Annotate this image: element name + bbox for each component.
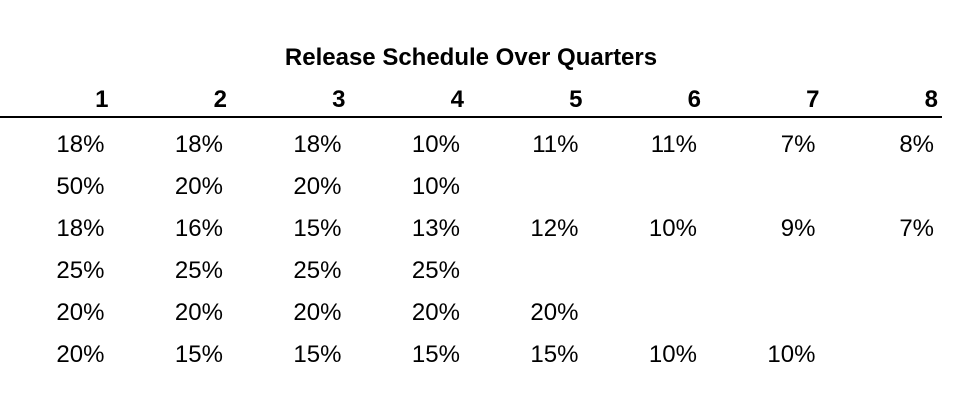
table-cell: 9% [780, 215, 816, 242]
table-cell: 15% [293, 215, 342, 242]
column-header: 4 [450, 86, 464, 113]
table-cell: 25% [293, 257, 342, 284]
table-cell [823, 292, 942, 334]
table-cell [823, 166, 942, 208]
table-cell: 7% [899, 215, 934, 242]
table-cell: 10% [411, 173, 460, 200]
table-cell [586, 250, 705, 292]
table-row: 20% 15% 15% 15% 15% 10% 10% [0, 334, 942, 376]
table-cell: 20% [411, 299, 460, 326]
table-row: 20% 20% 20% 20% 20% [0, 292, 942, 334]
table-row: 18% 18% 18% 10% 11% 11% 7% 8% [0, 117, 942, 166]
table-cell [586, 292, 705, 334]
table-cell [823, 250, 942, 292]
table-title: Release Schedule Over Quarters [284, 44, 658, 71]
table-cell: 20% [174, 299, 223, 326]
table-cell: 15% [293, 341, 342, 368]
release-schedule-table: 1 2 3 4 5 6 7 8 18% 18% 18% 10% 11% 11% … [0, 84, 942, 376]
table-cell: 15% [411, 341, 460, 368]
table-cell [705, 292, 824, 334]
table-cell: 25% [174, 257, 223, 284]
table-cell: 50% [56, 173, 105, 200]
table-cell: 25% [411, 257, 460, 284]
table-row: 50% 20% 20% 10% [0, 166, 942, 208]
table-cell: 18% [174, 131, 223, 158]
table-cell: 18% [56, 131, 105, 158]
table-cell: 8% [899, 131, 934, 158]
table-cell: 7% [780, 131, 816, 158]
table-row: 25% 25% 25% 25% [0, 250, 942, 292]
table-row: 18% 16% 15% 13% 12% 10% 9% 7% [0, 208, 942, 250]
table-cell: 16% [174, 215, 223, 242]
column-header: 3 [332, 86, 346, 113]
table-cell: 10% [767, 341, 816, 368]
column-header: 2 [213, 86, 227, 113]
table-cell: 10% [411, 131, 460, 158]
table-cell: 18% [293, 131, 342, 158]
column-header: 5 [569, 86, 583, 113]
table-cell [705, 250, 824, 292]
table-cell: 11% [532, 131, 579, 158]
table-cell [586, 166, 705, 208]
table-cell: 20% [174, 173, 223, 200]
table-cell: 20% [56, 299, 105, 326]
table-cell: 20% [293, 299, 342, 326]
header-row: 1 2 3 4 5 6 7 8 [0, 84, 942, 117]
table-cell: 15% [530, 341, 579, 368]
table-cell [823, 334, 942, 376]
table-cell: 11% [650, 131, 697, 158]
table-cell [468, 250, 587, 292]
table-cell: 18% [56, 215, 105, 242]
table-cell: 13% [411, 215, 460, 242]
table-cell: 20% [293, 173, 342, 200]
table-cell: 15% [174, 341, 223, 368]
table-cell: 20% [530, 299, 579, 326]
column-header: 7 [806, 86, 820, 113]
table-cell: 25% [56, 257, 105, 284]
table-cell: 20% [56, 341, 105, 368]
column-header: 1 [95, 86, 109, 113]
table-cell: 10% [648, 215, 697, 242]
table-cell: 12% [530, 215, 579, 242]
column-header: 8 [924, 86, 938, 113]
table-cell: 10% [648, 341, 697, 368]
table-cell [468, 166, 587, 208]
column-header: 6 [687, 86, 701, 113]
table-cell [705, 166, 824, 208]
